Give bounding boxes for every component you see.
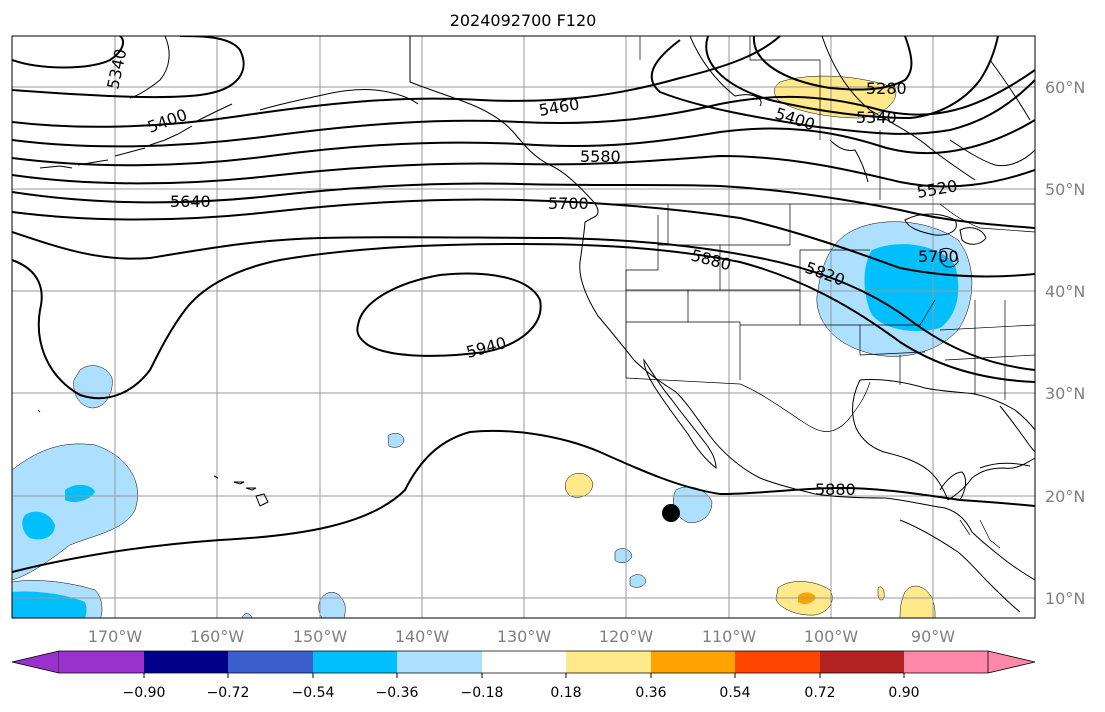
lon-label: 150°W <box>293 627 348 646</box>
shade-small-blue-c <box>318 592 346 618</box>
lon-axis-labels: 170°W 160°W 150°W 140°W 130°W 120°W 110°… <box>88 627 955 646</box>
graticule <box>12 36 1035 618</box>
colorbar-tick-label: 0.36 <box>635 685 666 701</box>
contour-5940-ring <box>356 272 542 357</box>
contour-d <box>12 154 1035 188</box>
shade-sw-pacific-dark1 <box>22 511 55 540</box>
colorbar-segment <box>566 651 651 673</box>
lat-label: 20°N <box>1045 487 1085 506</box>
colorbar-segment <box>820 651 904 673</box>
colorbar-segment <box>59 651 144 673</box>
shade-midwest-dark <box>864 244 959 332</box>
colorbar-segment <box>651 651 735 673</box>
lat-axis-labels: 60°N 50°N 40°N 30°N 20°N 10°N <box>1045 78 1085 608</box>
lon-label: 100°W <box>804 627 859 646</box>
lat-label: 50°N <box>1045 180 1085 199</box>
lon-label: 160°W <box>190 627 245 646</box>
colorbar-segment <box>904 651 988 673</box>
lon-label: 140°W <box>395 627 450 646</box>
colorbar-tick-label: −0.36 <box>376 685 419 701</box>
colorbar-segment <box>482 651 566 673</box>
colorbar-tick-label: 0.72 <box>804 685 835 701</box>
contour-5880-outer <box>12 242 1035 400</box>
lat-label: 60°N <box>1045 78 1085 97</box>
borders <box>409 36 1035 549</box>
lon-label: 110°W <box>702 627 757 646</box>
shade-sw-pacific-light <box>12 443 138 581</box>
map-frame <box>11 35 1036 619</box>
shade-small-yellow-90w <box>899 585 936 618</box>
lon-label: 90°W <box>911 627 955 646</box>
contour-b <box>12 69 1035 148</box>
contour-label: 5880 <box>815 480 856 499</box>
colorbar-extend-left <box>11 650 60 674</box>
shade-small-blue-140w <box>387 432 405 448</box>
colorbar-segment <box>144 651 228 673</box>
contour-label: 5340 <box>856 108 897 127</box>
lon-label: 170°W <box>88 627 143 646</box>
colorbar-segment <box>228 651 313 673</box>
colorbar-tick-label: −0.72 <box>207 685 250 701</box>
colorbar-tick-label: 0.90 <box>888 685 919 701</box>
shade-small-blue-b <box>629 574 647 588</box>
colorbar-segment <box>735 651 820 673</box>
lat-label: 40°N <box>1045 282 1085 301</box>
colorbar-tick-label: 0.54 <box>719 685 750 701</box>
storm-center-dot <box>662 504 680 522</box>
colorbar-tick-label: −0.54 <box>292 685 335 701</box>
colorbar-tick-label: −0.18 <box>461 685 504 701</box>
contour-f <box>12 198 1035 278</box>
colorbar-segment <box>397 651 482 673</box>
contour-label: 5580 <box>580 147 621 166</box>
contour-g <box>12 231 1035 371</box>
height-contours <box>12 36 1035 573</box>
colorbar: −0.90 −0.72 −0.54 −0.36 −0.18 0.18 0.36 … <box>11 650 1036 701</box>
map-area: 5340 5400 5460 5580 5640 5700 5880 5820 … <box>12 36 1035 618</box>
lon-label: 120°W <box>599 627 654 646</box>
contour-label: 5280 <box>866 79 907 98</box>
contour-5280 <box>752 36 913 91</box>
contour-label: 5700 <box>548 194 589 213</box>
colorbar-tick-label: 0.18 <box>550 685 581 701</box>
contour-a <box>12 36 781 128</box>
colorbar-extend-right <box>987 650 1036 674</box>
shade-small-blue-a <box>614 548 633 564</box>
lat-label: 10°N <box>1045 589 1085 608</box>
contour-5880-south <box>12 429 1035 573</box>
lon-label: 130°W <box>497 627 552 646</box>
contour-e <box>12 182 1035 229</box>
contour-c <box>12 119 1035 167</box>
colorbar-segment <box>313 651 397 673</box>
contour-label: 5700 <box>918 247 959 266</box>
figure-title: 2024092700 F120 <box>450 11 597 30</box>
shade-sw-pacific-dark2 <box>65 484 95 503</box>
lat-label: 30°N <box>1045 384 1085 403</box>
contour-5340-north <box>705 36 999 120</box>
contour-label: 5640 <box>170 192 211 211</box>
coastlines <box>37 36 1035 613</box>
contour-5460-ring <box>12 36 245 99</box>
colorbar-tick-label: −0.90 <box>123 685 166 701</box>
